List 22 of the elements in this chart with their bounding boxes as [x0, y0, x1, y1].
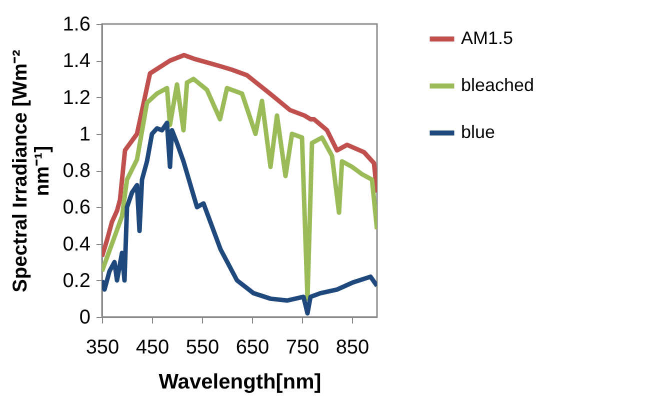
legend-label: bleached — [461, 75, 534, 95]
y-tick-label: 0 — [79, 306, 90, 328]
line-series — [102, 52, 377, 259]
y-axis-title: Spectral Irradiance [Wm⁻² nm⁻¹] — [10, 49, 54, 292]
y-tick-label: 0.8 — [62, 160, 90, 182]
legend-label: AM1.5 — [461, 28, 514, 48]
x-tick-label: 850 — [336, 336, 370, 358]
x-tick-label: 450 — [136, 336, 170, 358]
y-tick-label: 0.6 — [62, 196, 90, 219]
x-tick-label: 750 — [286, 336, 320, 358]
legend-label: blue — [461, 122, 496, 142]
y-tick-label: 1.6 — [62, 14, 90, 36]
y-tick-label: 0.2 — [62, 270, 90, 292]
x-axis-title: Wavelength[nm] — [158, 370, 322, 394]
y-tick-label: 1.2 — [62, 86, 90, 109]
x-tick-label: 550 — [186, 336, 220, 358]
x-tick-label: 650 — [236, 336, 270, 358]
y-tick-label: 1.4 — [62, 50, 90, 72]
y-tick-label: 0.4 — [62, 233, 90, 256]
x-tick-label: 350 — [86, 336, 120, 358]
line-series — [102, 76, 377, 301]
y-tick-label: 1 — [79, 123, 90, 146]
